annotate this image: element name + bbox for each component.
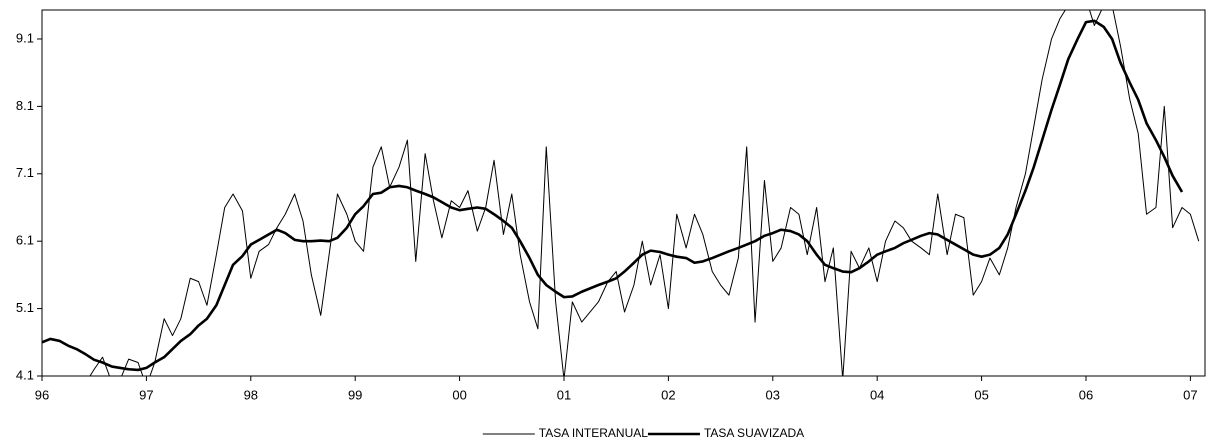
y-tick-label: 4.1: [16, 367, 34, 382]
plot-frame: [41, 9, 1206, 377]
x-tick-label: 97: [139, 387, 153, 402]
x-tick-label: 96: [35, 387, 49, 402]
series-line: [89, 10, 1200, 376]
x-tick-label: 00: [452, 387, 466, 402]
legend-label: TASA INTERANUAL: [539, 426, 648, 440]
legend-label: TASA SUAVIZADA: [704, 426, 804, 440]
y-tick-label: 8.1: [16, 98, 34, 113]
x-tick-label: 03: [766, 387, 780, 402]
x-tick-label: 06: [1079, 387, 1093, 402]
x-tick-label: 05: [974, 387, 988, 402]
x-tick-label: 04: [870, 387, 884, 402]
x-tick-label: 02: [661, 387, 675, 402]
x-tick-label: 07: [1183, 387, 1197, 402]
y-tick-label: 5.1: [16, 300, 34, 315]
y-tick-label: 9.1: [16, 30, 34, 45]
x-tick-label: 98: [244, 387, 258, 402]
y-tick-label: 7.1: [16, 165, 34, 180]
plot-lines: [42, 10, 1200, 376]
series-line: [42, 19, 1184, 372]
y-tick-label: 6.1: [16, 233, 34, 248]
x-tick-label: 01: [557, 387, 571, 402]
x-tick-label: 99: [348, 387, 362, 402]
